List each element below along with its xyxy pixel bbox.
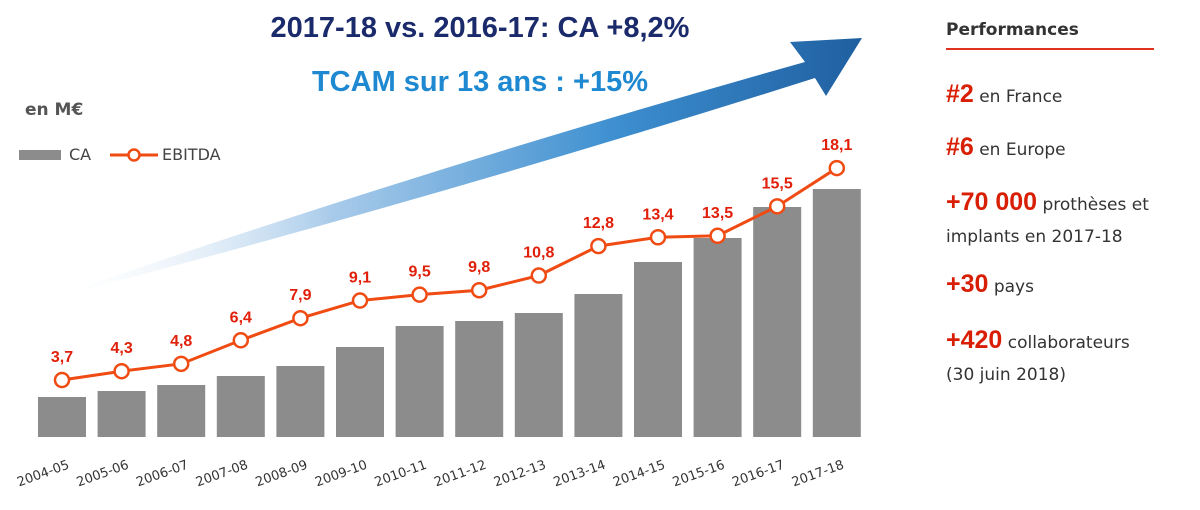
stat-text: pays — [993, 277, 1034, 297]
stat-europe: #6 en Europe — [946, 131, 1066, 166]
label-ebitda: 13,4 — [642, 206, 673, 223]
x-tick-label: 2007-08 — [194, 458, 250, 491]
stat-text: collaborateurs — [1007, 333, 1130, 353]
point-ebitda — [530, 267, 548, 284]
stat-value: +30 — [946, 270, 989, 298]
label-ebitda: 9,1 — [349, 270, 371, 287]
stat-value: #6 — [946, 133, 974, 161]
x-tick-label: 2004-05 — [15, 458, 71, 491]
stat-text: en France — [979, 87, 1063, 107]
stat-text: prothèses et — [1042, 195, 1149, 215]
point-ebitda — [351, 292, 369, 309]
bar-ca — [812, 189, 861, 437]
x-tick-label: 2006-07 — [134, 458, 190, 491]
legend-ca-label: CA — [69, 145, 92, 164]
label-ebitda: 18,1 — [821, 137, 852, 154]
stat-collaborateurs: +420 collaborateurs (30 juin 2018) — [946, 324, 1130, 391]
unit-label: en M€ — [25, 100, 84, 120]
bar-ca — [514, 313, 563, 437]
point-ebitda — [828, 159, 846, 177]
chart: 3,7 4,3 4,8 6,4 7,9 9,1 9,5 9,8 10,8 12,8 13,4 13,5… — [15, 38, 862, 491]
heading-rule — [946, 48, 1154, 50]
point-ebitda — [649, 229, 667, 246]
point-ebitda — [232, 332, 250, 349]
point-ebitda — [172, 355, 190, 373]
bar-ca — [693, 238, 742, 437]
bar-ca — [455, 321, 504, 437]
stat-protheses: +70 000 prothèses et implants en 2017-18 — [946, 186, 1149, 253]
point-ebitda — [768, 198, 786, 215]
stat-value: +70 000 — [946, 188, 1038, 216]
bar-ca — [634, 262, 682, 437]
label-ebitda: 7,9 — [289, 287, 311, 304]
label-ebitda: 9,5 — [408, 264, 430, 281]
x-tick-label: 2014-15 — [611, 458, 667, 491]
x-tick-label: 2009-10 — [313, 458, 369, 491]
bar-ca — [395, 326, 444, 437]
bar-ca — [336, 347, 384, 437]
legend-ebitda-swatch — [110, 147, 158, 162]
point-ebitda — [53, 371, 71, 389]
x-tick-label: 2016-17 — [730, 458, 786, 491]
bar-ca — [276, 366, 325, 437]
chart-subtitle: TCAM sur 13 ans : +15% — [311, 66, 649, 98]
x-tick-label: 2010-11 — [373, 458, 429, 491]
point-ebitda — [709, 227, 726, 245]
stat-pays: +30 pays — [946, 268, 1034, 303]
performances-heading: Performances — [946, 20, 1079, 40]
stat-france: #2 en France — [946, 78, 1062, 113]
label-ebitda: 6,4 — [230, 309, 252, 326]
bar-ca — [574, 294, 623, 437]
point-ebitda — [470, 281, 488, 299]
x-tick-label: 2015-16 — [671, 458, 727, 491]
stat-value: #2 — [946, 80, 974, 108]
legend-ebitda: EBITDA — [110, 145, 221, 164]
x-tick-label: 2008-09 — [254, 458, 310, 491]
legend-ca-swatch — [19, 149, 61, 160]
bar-ca — [38, 397, 86, 437]
x-tick-label: 2013-14 — [552, 458, 608, 491]
bar-ca — [157, 385, 206, 437]
label-ebitda: 12,8 — [583, 215, 614, 232]
x-tick-label: 2012-13 — [492, 458, 548, 491]
ebitda-line — [61, 166, 838, 382]
label-ebitda: 4,8 — [170, 333, 192, 350]
point-ebitda — [292, 309, 309, 327]
bar-ca — [216, 376, 265, 437]
label-ebitda: 10,8 — [523, 245, 554, 262]
stat-value: +420 — [946, 326, 1003, 354]
x-tick-label: 2017-18 — [790, 458, 846, 491]
legend-ca: CA — [19, 145, 91, 164]
stat-text: en Europe — [979, 140, 1066, 160]
bar-ca — [97, 391, 146, 437]
chart-title: 2017-18 vs. 2016-17: CA +8,2% — [270, 12, 690, 44]
label-ebitda: 13,5 — [702, 205, 733, 222]
label-ebitda: 4,3 — [110, 340, 132, 357]
label-ebitda: 9,8 — [468, 259, 490, 276]
stat-text-2: (30 juin 2018) — [946, 365, 1066, 385]
point-ebitda — [590, 237, 607, 255]
label-ebitda: 15,5 — [762, 175, 793, 192]
point-ebitda — [411, 286, 428, 303]
growth-arrow — [45, 38, 862, 300]
x-tick-label: 2005-06 — [75, 458, 131, 491]
bar-ca — [753, 207, 802, 437]
point-ebitda — [113, 362, 130, 380]
x-tick-label: 2011-12 — [432, 458, 488, 491]
label-ebitda: 3,7 — [51, 349, 73, 366]
legend-ebitda-label: EBITDA — [162, 145, 221, 164]
stat-text-2: implants en 2017-18 — [946, 227, 1123, 247]
